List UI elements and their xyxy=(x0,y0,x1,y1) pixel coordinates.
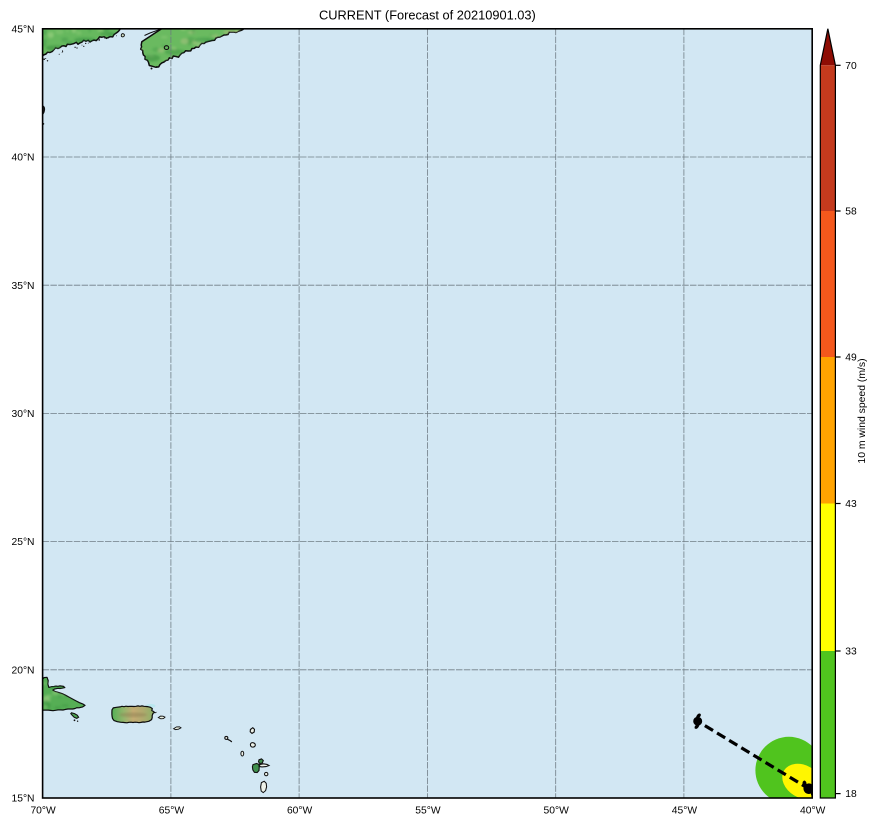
svg-text:40°W: 40°W xyxy=(800,806,826,817)
svg-text:55°W: 55°W xyxy=(415,806,441,817)
svg-text:70°W: 70°W xyxy=(30,806,56,817)
svg-text:20°N: 20°N xyxy=(11,665,34,676)
svg-text:40°N: 40°N xyxy=(11,153,34,164)
svg-text:70: 70 xyxy=(845,61,857,72)
svg-text:60°W: 60°W xyxy=(287,806,313,817)
svg-text:33: 33 xyxy=(845,647,857,658)
svg-text:18: 18 xyxy=(845,789,857,800)
svg-text:58: 58 xyxy=(845,207,857,218)
svg-text:45°W: 45°W xyxy=(672,806,698,817)
svg-text:15°N: 15°N xyxy=(11,794,34,805)
svg-text:35°N: 35°N xyxy=(11,281,34,292)
svg-text:10 m wind speed (m/s): 10 m wind speed (m/s) xyxy=(857,358,868,463)
svg-text:65°W: 65°W xyxy=(159,806,185,817)
svg-text:CURRENT (Forecast of 20210901.: CURRENT (Forecast of 20210901.03) xyxy=(319,8,536,23)
svg-text:49: 49 xyxy=(845,353,857,364)
svg-text:43: 43 xyxy=(845,499,857,510)
svg-text:30°N: 30°N xyxy=(11,409,34,420)
svg-text:50°W: 50°W xyxy=(544,806,570,817)
svg-text:45°N: 45°N xyxy=(11,24,34,35)
svg-text:25°N: 25°N xyxy=(11,537,34,548)
